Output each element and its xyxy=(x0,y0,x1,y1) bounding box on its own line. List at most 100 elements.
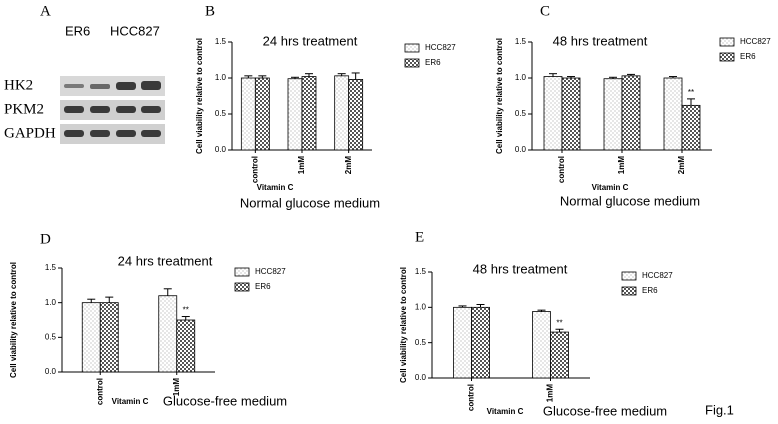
panel-letter: D xyxy=(40,231,51,247)
blot-strip xyxy=(60,124,165,144)
x-tick-label: control xyxy=(557,156,566,183)
x-axis-label: Vitamin C xyxy=(257,183,294,192)
subtitle: Glucose-free medium xyxy=(163,393,287,408)
panel-letter: E xyxy=(415,229,424,245)
panel-letter: B xyxy=(205,3,215,19)
row-label: HK2 xyxy=(4,77,33,93)
lane-label: ER6 xyxy=(65,23,90,38)
bar xyxy=(621,75,641,151)
legend-label: HCC827 xyxy=(740,37,771,46)
legend-swatch xyxy=(719,52,735,62)
y-axis-label: Cell viability relative to control xyxy=(9,262,18,378)
bar xyxy=(532,311,551,379)
y-tick-label: 1.0 xyxy=(45,298,57,307)
bar xyxy=(158,295,178,373)
x-axis-label: Vitamin C xyxy=(592,183,629,192)
blot-strip xyxy=(60,76,165,96)
bar xyxy=(543,76,563,151)
chart-title: 48 hrs treatment xyxy=(473,261,568,276)
bar xyxy=(334,75,350,151)
blot-strip xyxy=(60,100,165,120)
chart-title: 24 hrs treatment xyxy=(263,33,358,48)
bar xyxy=(348,79,364,151)
legend-label: ER6 xyxy=(425,58,441,67)
x-tick-label: 1mM xyxy=(546,384,555,403)
y-tick-label: 1.5 xyxy=(45,263,57,272)
bar xyxy=(471,306,490,379)
bar-chart: E 48 hrs treatment Vitamin C Glucose-free m… xyxy=(399,229,673,418)
significance-label: ** xyxy=(183,306,189,315)
legend-label: ER6 xyxy=(642,286,658,295)
bar xyxy=(254,77,270,151)
row-label: PKM2 xyxy=(4,101,44,117)
legend-label: HCC827 xyxy=(425,43,456,52)
subtitle: Glucose-free medium xyxy=(543,403,667,418)
significance-label: ** xyxy=(556,318,562,327)
legend-label: HCC827 xyxy=(255,267,286,276)
y-tick-label: 1.0 xyxy=(415,302,427,311)
legend-swatch xyxy=(719,37,735,47)
y-tick-label: 0.0 xyxy=(515,145,527,154)
bar xyxy=(176,319,196,373)
y-tick-label: 1.5 xyxy=(215,37,227,46)
row-label: GAPDH xyxy=(4,125,56,141)
blot-panel: A ER6 HCC827 HK2 PKM2 GAPDH xyxy=(4,3,165,144)
panel-letter: C xyxy=(540,3,550,19)
legend-swatch xyxy=(621,271,637,281)
significance-label: ** xyxy=(688,88,694,97)
bar xyxy=(603,78,623,151)
bar-chart: B 24 hrs treatment Vitamin C Normal glucose… xyxy=(195,3,456,210)
y-axis-label: Cell viability relative to control xyxy=(495,38,504,154)
legend-swatch xyxy=(621,286,637,296)
bar xyxy=(550,331,569,379)
legend-swatch xyxy=(404,58,420,68)
figure-label: Fig.1 xyxy=(705,402,734,417)
y-tick-label: 0.5 xyxy=(215,109,227,118)
y-tick-label: 1.5 xyxy=(415,267,427,276)
legend-swatch xyxy=(234,267,250,277)
chart-title: 24 hrs treatment xyxy=(118,253,213,268)
bar xyxy=(81,302,101,373)
legend-label: ER6 xyxy=(255,282,271,291)
x-tick-label: 1mM xyxy=(172,378,181,397)
legend-label: ER6 xyxy=(740,52,756,61)
bar xyxy=(240,77,256,151)
y-axis-label: Cell viability relative to control xyxy=(195,38,204,154)
lane-label: HCC827 xyxy=(110,23,160,38)
y-tick-label: 0.0 xyxy=(45,367,57,376)
panel-letter: A xyxy=(40,3,51,19)
x-tick-label: control xyxy=(467,384,476,411)
chart-title: 48 hrs treatment xyxy=(553,33,648,48)
x-tick-label: control xyxy=(250,156,259,183)
y-tick-label: 1.0 xyxy=(515,73,527,82)
y-tick-label: 0.5 xyxy=(515,109,527,118)
x-axis-label: Vitamin C xyxy=(112,397,149,406)
x-tick-label: control xyxy=(95,378,104,405)
y-tick-label: 1.0 xyxy=(215,73,227,82)
y-tick-label: 0.5 xyxy=(415,338,427,347)
legend-label: HCC827 xyxy=(642,271,673,280)
y-tick-label: 0.0 xyxy=(215,145,227,154)
bar xyxy=(287,78,303,151)
x-tick-label: 1mM xyxy=(617,156,626,175)
bar xyxy=(99,302,119,373)
y-tick-label: 0.0 xyxy=(415,373,427,382)
bar xyxy=(301,76,317,151)
bands xyxy=(64,81,161,137)
bar xyxy=(453,306,472,379)
legend-swatch xyxy=(404,43,420,53)
y-axis-label: Cell viability relative to control xyxy=(399,267,408,383)
subtitle: Normal glucose medium xyxy=(240,195,380,210)
bar xyxy=(681,104,701,151)
bar xyxy=(561,77,581,151)
x-tick-label: 1mM xyxy=(297,156,306,175)
y-tick-label: 1.5 xyxy=(515,37,527,46)
legend-swatch xyxy=(234,282,250,292)
x-tick-label: 2mM xyxy=(344,156,353,175)
x-tick-label: 2mM xyxy=(677,156,686,175)
y-tick-label: 0.5 xyxy=(45,332,57,341)
bar-chart: D 24 hrs treatment Vitamin C Glucose-free m… xyxy=(9,231,287,408)
subtitle: Normal glucose medium xyxy=(560,193,700,208)
